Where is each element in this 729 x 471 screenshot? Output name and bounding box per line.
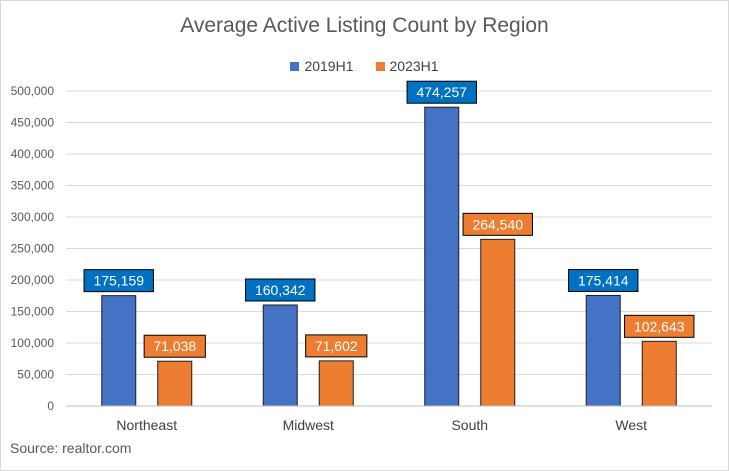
x-category-label: South: [451, 417, 488, 433]
y-tick-label: 50,000: [17, 368, 54, 382]
data-label-box: [462, 212, 533, 236]
legend: 2019H1 2023H1: [0, 58, 729, 74]
data-label: 175,414: [578, 272, 629, 288]
data-label-box: [83, 269, 154, 293]
bar-2019h1-northeast: [101, 295, 137, 407]
data-label-box: [624, 314, 695, 338]
x-category-label: Northeast: [116, 417, 177, 433]
bar-2023h1-northeast: [157, 360, 193, 407]
bar-2019h1-west: [585, 294, 621, 407]
data-label: 71,038: [153, 338, 196, 354]
y-tick-label: 150,000: [11, 305, 55, 319]
bar-2023h1-west: [641, 340, 677, 407]
source-note: Source: realtor.com: [10, 440, 132, 456]
y-tick-label: 200,000: [11, 273, 55, 287]
y-tick-label: 400,000: [11, 147, 55, 161]
y-tick-label: 450,000: [11, 116, 55, 130]
data-label-box: [305, 334, 368, 358]
bar-2019h1-south: [424, 106, 460, 407]
data-label-box: [406, 80, 477, 104]
data-label-box: [245, 278, 316, 302]
chart-title: Average Active Listing Count by Region: [180, 14, 549, 37]
data-label-box: [568, 268, 639, 292]
bar-2019h1-midwest: [262, 304, 298, 407]
data-label: 71,602: [315, 338, 358, 354]
data-label: 175,159: [93, 273, 144, 289]
y-tick-label: 250,000: [11, 242, 55, 256]
legend-label-2019h1: 2019H1: [304, 58, 354, 74]
legend-swatch-2023h1: [375, 61, 385, 71]
y-tick-label: 500,000: [11, 84, 55, 98]
bar-2023h1-midwest: [318, 360, 354, 407]
bar-2023h1-south: [480, 238, 516, 407]
legend-swatch-2019h1: [290, 61, 300, 71]
y-tick-label: 100,000: [11, 336, 55, 350]
data-label-box: [143, 334, 206, 358]
data-label: 102,643: [634, 318, 685, 334]
legend-item-2023h1: 2023H1: [375, 58, 439, 74]
x-category-label: West: [615, 417, 647, 433]
legend-item-2019h1: 2019H1: [290, 58, 354, 74]
data-label: 160,342: [255, 282, 306, 298]
y-tick-label: 350,000: [11, 179, 55, 193]
data-label: 264,540: [472, 216, 523, 232]
y-tick-label: 0: [47, 399, 54, 413]
y-tick-label: 300,000: [11, 210, 55, 224]
data-label: 474,257: [416, 84, 467, 100]
legend-label-2023h1: 2023H1: [389, 58, 439, 74]
x-category-label: Midwest: [283, 417, 334, 433]
